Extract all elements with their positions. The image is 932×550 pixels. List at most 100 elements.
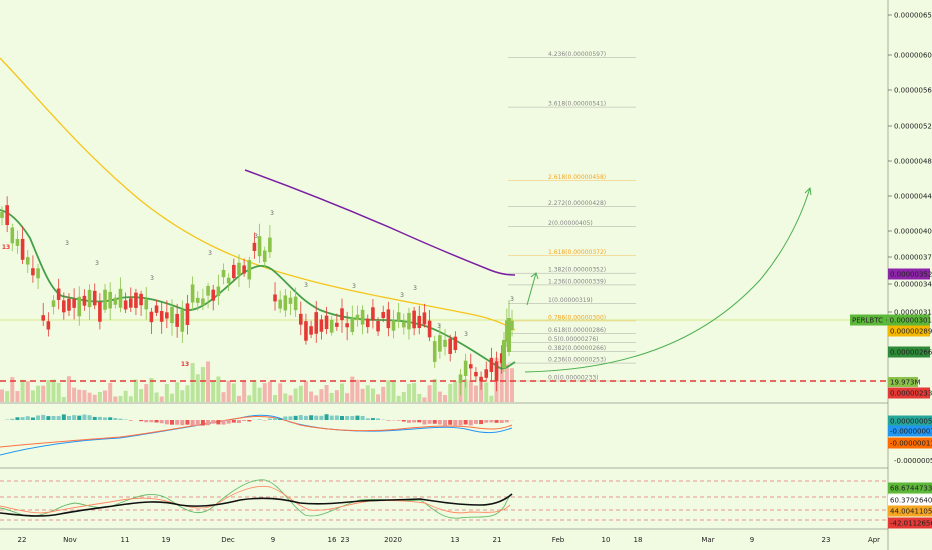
time-axis-tick-label: 16 <box>328 536 337 544</box>
candle-body <box>262 250 267 262</box>
time-axis-tick-label: Apr <box>868 536 880 544</box>
volume-bar <box>72 387 77 402</box>
macd-histogram-bar <box>149 420 154 423</box>
candle-body <box>15 239 20 246</box>
volume-bar <box>257 387 262 402</box>
volume-bar <box>510 368 514 402</box>
volume-bar <box>170 393 174 402</box>
candle-body <box>67 298 71 311</box>
macd-histogram-bar <box>154 420 159 423</box>
volume-bar <box>15 391 20 402</box>
stoch-rsi-panel <box>0 479 888 521</box>
volume-bar <box>340 383 344 402</box>
macd-histogram-bar <box>216 420 221 425</box>
candle-body <box>242 265 246 274</box>
candle-body <box>479 376 483 382</box>
candle-body <box>195 297 200 303</box>
candle-body <box>402 321 406 328</box>
macd-histogram-bar <box>211 420 216 424</box>
macd-histogram <box>0 414 514 426</box>
count-label: 3 <box>270 210 274 217</box>
macd-histogram-bar <box>406 420 411 423</box>
count-label: 3 <box>208 250 212 257</box>
count-label: 3 <box>413 285 417 292</box>
volume-bar <box>396 395 401 402</box>
candle-body <box>154 305 159 313</box>
candle-body <box>226 277 231 284</box>
macd-histogram-bar <box>195 420 200 426</box>
count-label: 3 <box>510 296 514 303</box>
candle-body <box>355 314 360 320</box>
candle-body <box>268 237 272 253</box>
macd-histogram-bar <box>128 420 133 421</box>
fib-label: 0.5(0.00000276) <box>548 336 599 343</box>
macd-histogram-bar <box>77 415 82 420</box>
macd-histogram-bar <box>278 418 283 420</box>
volume-bar <box>92 394 97 402</box>
count-label: 13 <box>2 244 10 251</box>
macd-histogram-bar <box>314 415 319 420</box>
time-axis-tick-label: 23 <box>822 536 831 544</box>
macd-histogram-bar <box>350 415 355 420</box>
volume-bar <box>139 389 144 402</box>
macd-signal-line <box>0 415 513 448</box>
slow-ema-line <box>0 57 516 331</box>
candle-body <box>144 299 149 310</box>
candle-body <box>484 369 489 378</box>
volume-bar <box>484 382 489 402</box>
volume-bar <box>504 364 509 402</box>
stoch-d-line <box>0 485 511 514</box>
time-axis-tick-label: Mar <box>701 536 714 544</box>
candle-body <box>391 320 396 331</box>
macd-histogram-bar <box>200 420 205 426</box>
macd-histogram-bar <box>319 415 324 420</box>
volume-bar <box>103 390 108 402</box>
candle-body <box>98 302 102 322</box>
candle-body <box>149 311 154 323</box>
rsi-line <box>0 493 513 517</box>
fib-label: 1.236(0.00000339) <box>548 278 606 285</box>
price-axis-tick-label: 0.00000310 <box>894 309 932 317</box>
candle-body <box>365 318 370 328</box>
candle-body <box>335 322 339 327</box>
fib-label: 2.272(0.00000428) <box>548 200 606 207</box>
macd-histogram-bar <box>46 416 51 420</box>
candle-body <box>41 315 46 321</box>
candle-body <box>298 313 303 325</box>
volume-bar <box>175 382 180 402</box>
macd-histogram-bar <box>412 420 417 423</box>
macd-histogram-bar <box>221 420 226 425</box>
candle-body <box>232 264 236 279</box>
candle-body <box>180 309 185 332</box>
volume-bar <box>252 380 257 402</box>
candle-body <box>350 317 355 333</box>
macd-histogram-bar <box>427 420 432 424</box>
volume-bar <box>360 388 365 402</box>
price-tag-label: 0.00000352 <box>890 271 932 279</box>
macd-histogram-bar <box>82 414 87 420</box>
candle-body <box>25 257 30 265</box>
candle-body <box>51 300 56 307</box>
volume-bar <box>381 386 386 402</box>
macd-histogram-bar <box>72 415 77 420</box>
macd-histogram-bar <box>504 420 509 423</box>
macd-tag-box <box>888 415 932 427</box>
time-axis-tick-label: 2020 <box>384 536 402 544</box>
price-tag-label: PERLBTC · 0.00000301 <box>852 317 932 325</box>
stoch-tag-label: 44.00411052 <box>890 508 932 516</box>
candle-body <box>438 335 442 352</box>
macd-histogram-bar <box>61 414 66 420</box>
macd-histogram-bar <box>175 420 180 425</box>
macd-histogram-bar <box>437 420 442 425</box>
volume-bar <box>25 381 30 402</box>
volume-bar <box>164 383 169 402</box>
macd-histogram-bar <box>370 418 375 420</box>
candle-body <box>0 211 4 218</box>
time-axis-tick-label: 22 <box>18 536 27 544</box>
macd-histogram-bar <box>97 416 102 420</box>
